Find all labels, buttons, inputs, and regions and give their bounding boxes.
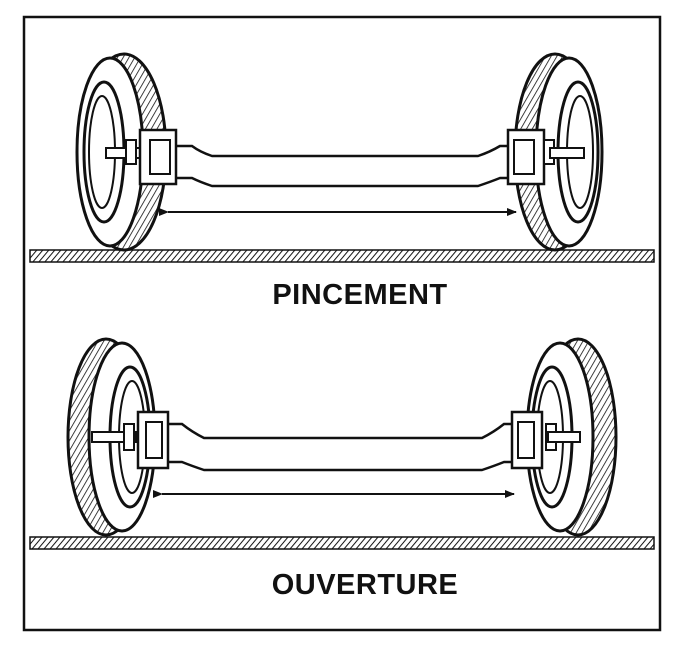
left-stub-axle [91, 410, 170, 470]
toe-in-caption: PINCEMENT [272, 279, 447, 311]
figure-frame [22, 15, 662, 632]
toe-in-panel: PINCEMENT [29, 52, 655, 311]
toe-out-caption: OUVERTURE [272, 569, 459, 601]
toe-out-panel: OUVERTURE [29, 337, 655, 601]
ground-hatch [29, 249, 655, 263]
axle-beam [166, 144, 522, 188]
right-stub-axle [506, 128, 585, 186]
ground-hatch [29, 536, 655, 550]
axle-beam [163, 422, 522, 472]
right-stub-axle [510, 410, 581, 470]
left-stub-axle [105, 128, 178, 186]
